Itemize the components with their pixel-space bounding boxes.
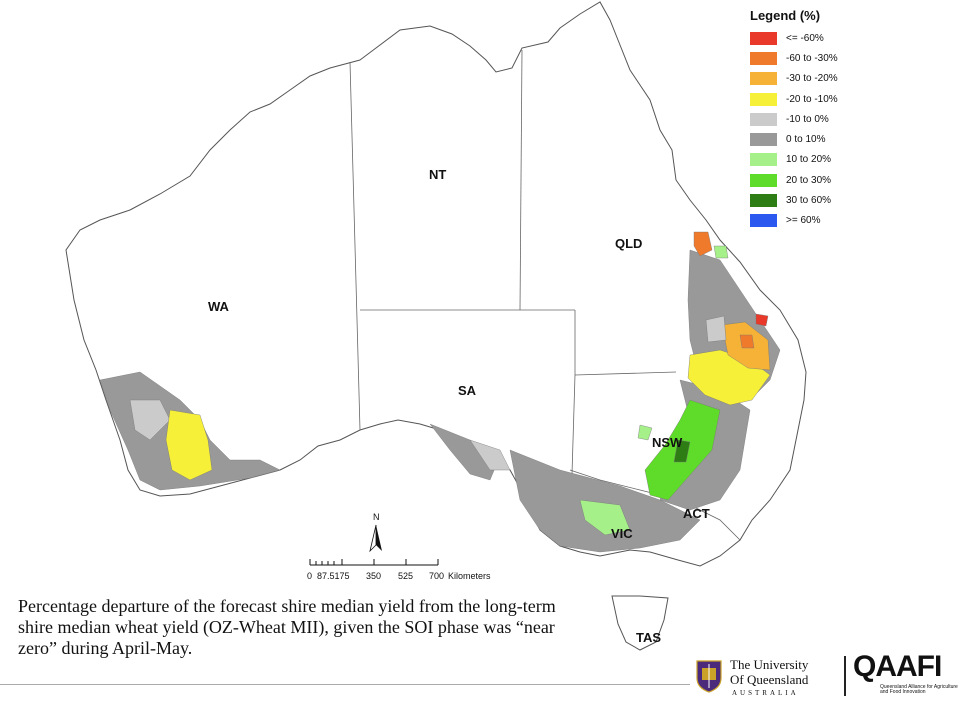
legend-label: -30 to -20%	[786, 73, 838, 85]
legend-swatch	[750, 133, 777, 147]
sa-lightgrey-region	[469, 439, 511, 471]
shire-regions	[99, 231, 781, 553]
state-label-qld: QLD	[615, 236, 643, 251]
legend-swatch	[750, 31, 777, 45]
legend-label: -20 to -10%	[786, 93, 838, 105]
wa-yellow-region	[165, 409, 213, 481]
qaafi-logo-text: QAAFI	[853, 650, 942, 683]
legend-swatch	[750, 92, 777, 106]
state-label-tas: TAS	[636, 630, 662, 645]
qld-red-patch	[755, 313, 769, 327]
north-arrow-icon	[369, 524, 382, 553]
legend-item: 20 to 30%	[750, 170, 890, 190]
legend-label: 20 to 30%	[786, 174, 832, 186]
state-label-nt: NT	[429, 167, 447, 182]
legend-item: -30 to -20%	[750, 69, 890, 89]
state-label-sa: SA	[458, 383, 477, 398]
legend-item: 0 to 10%	[750, 129, 890, 149]
legend-item: <= -60%	[750, 28, 890, 48]
legend-item: 30 to 60%	[750, 190, 890, 210]
vic-lightgreen-region	[579, 499, 631, 536]
scale-unit: Kilometers	[448, 571, 491, 581]
qld-north-orange	[693, 231, 713, 257]
scale-tick-2: 350	[366, 571, 382, 581]
mainland-outline	[65, 1, 807, 567]
legend-swatch	[750, 214, 777, 228]
legend-item: >= 60%	[750, 211, 890, 231]
legend-swatch	[750, 51, 777, 65]
legend-swatch	[750, 112, 777, 126]
legend: Legend (%) <= -60% -60 to -30% -30 to -20%…	[750, 8, 890, 231]
nsw-lightgreen-patch	[637, 424, 653, 441]
legend-label: -10 to 0%	[786, 113, 829, 125]
north-label: N	[373, 512, 380, 522]
legend-swatch	[750, 153, 777, 167]
state-label-wa: WA	[208, 299, 229, 314]
scale-tick-1: 87.5175	[317, 571, 350, 581]
tasmania-outline	[611, 595, 669, 651]
uq-crest-logo	[696, 660, 722, 693]
state-label-vic: VIC	[611, 526, 633, 541]
legend-swatch	[750, 173, 777, 187]
map-caption: Percentage departure of the forecast shi…	[18, 596, 556, 658]
footer-rule	[0, 684, 690, 685]
legend-rows: <= -60% -60 to -30% -30 to -20% -20 to -10%…	[750, 28, 890, 231]
wa-lightgrey-region	[129, 399, 171, 441]
legend-swatch	[750, 72, 777, 86]
qld-north-lightgreen	[713, 245, 729, 259]
qaafi-logo-subtitle: Queensland Alliance for Agriculture and …	[880, 684, 958, 695]
vic-grey-region	[509, 449, 701, 553]
qld-lightgrey-region	[705, 315, 727, 343]
legend-swatch	[750, 194, 777, 208]
legend-title: Legend (%)	[750, 8, 821, 23]
legend-label: 0 to 10%	[786, 134, 826, 146]
state-label-act: ACT	[683, 506, 710, 521]
uq-country: AUSTRALIA	[732, 689, 799, 697]
scale-tick-3: 525	[398, 571, 414, 581]
logo-divider	[844, 656, 846, 696]
legend-item: -20 to -10%	[750, 89, 890, 109]
legend-item: -10 to 0%	[750, 109, 890, 129]
state-label-nsw: NSW	[652, 435, 683, 450]
legend-item: -60 to -30%	[750, 48, 890, 68]
nsw-darkgreen-region	[673, 439, 691, 463]
legend-label: 30 to 60%	[786, 195, 832, 207]
qld-orange-region	[739, 334, 755, 349]
uq-name-line2: Of Queensland	[730, 672, 809, 687]
legend-label: >= 60%	[786, 215, 821, 227]
legend-label: -60 to -30%	[786, 52, 838, 64]
scale-bar	[309, 559, 439, 566]
scale-tick-0: 0	[307, 571, 313, 581]
uq-name-line1: The University	[730, 657, 809, 672]
legend-item: 10 to 20%	[750, 150, 890, 170]
legend-label: <= -60%	[786, 32, 824, 44]
scale-tick-4: 700	[429, 571, 445, 581]
legend-label: 10 to 20%	[786, 154, 832, 166]
